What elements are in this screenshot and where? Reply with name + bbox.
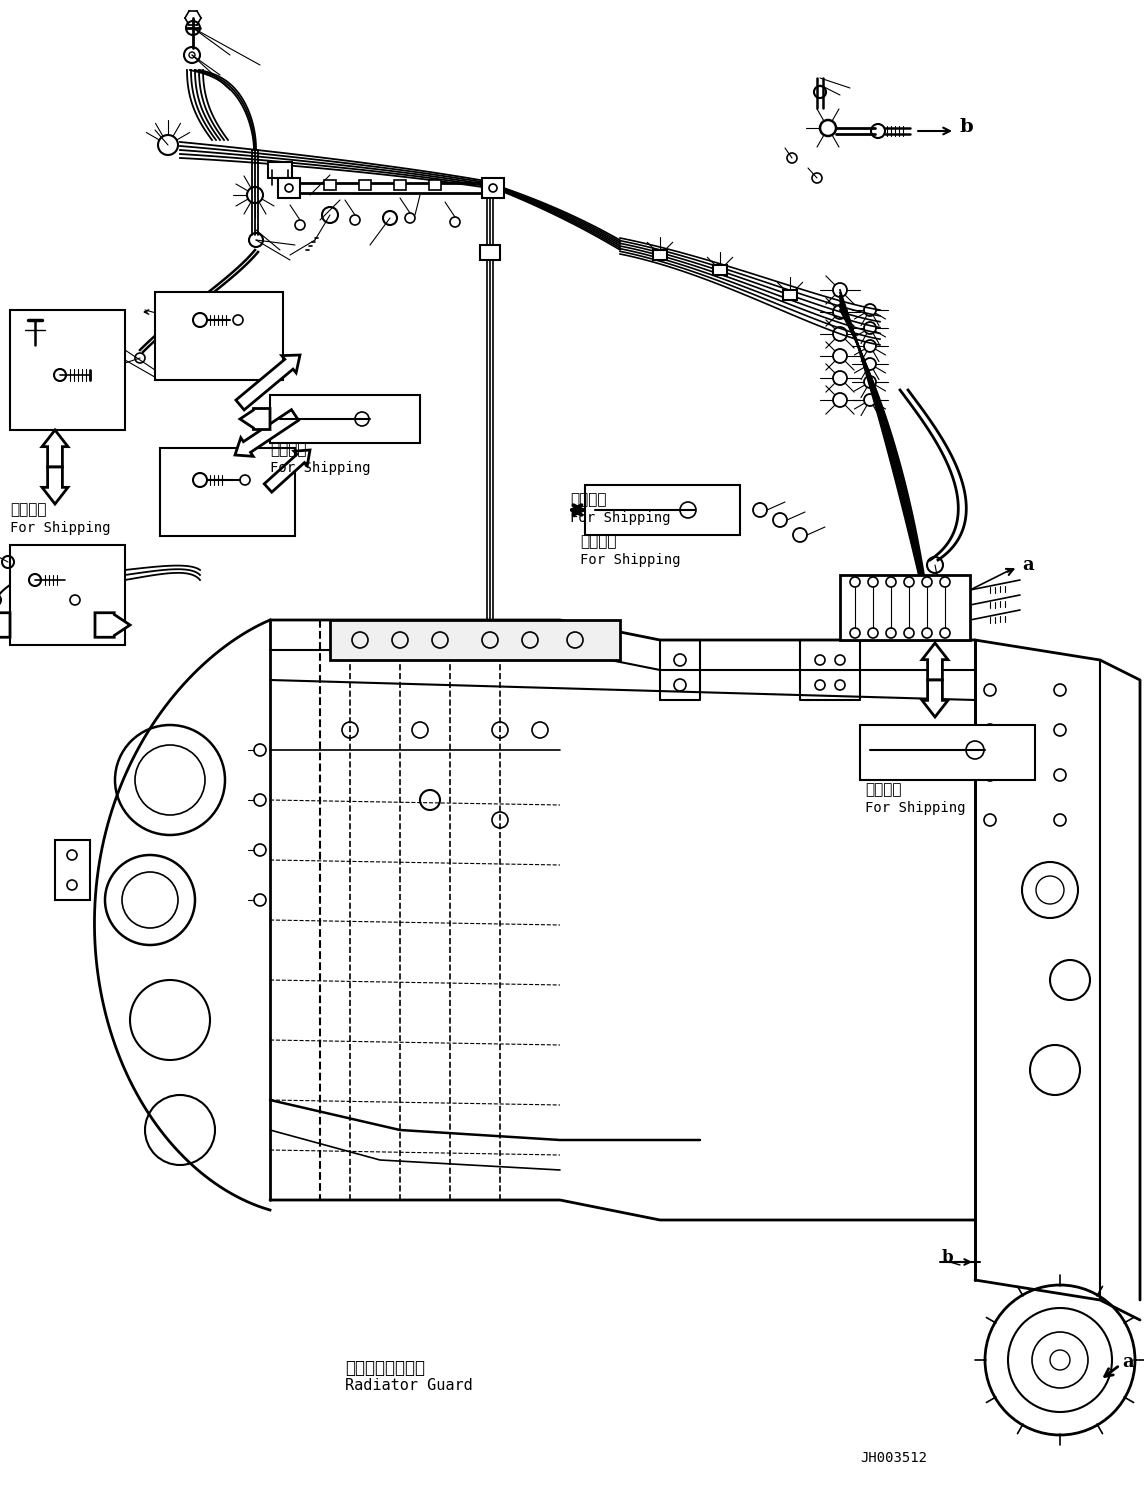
Bar [10,545,125,645]
Text: JH003512: JH003512 [860,1450,927,1465]
Polygon shape [264,450,310,492]
Polygon shape [922,643,948,681]
Bar [55,840,90,901]
Bar [482,178,505,198]
Text: 運搄部品: 運搄部品 [10,502,47,517]
Polygon shape [42,467,67,504]
Text: For Shipping: For Shipping [865,801,966,814]
Text: 運搄部品: 運搄部品 [580,535,617,550]
Text: For Shipping: For Shipping [570,511,670,525]
Polygon shape [922,681,948,718]
Text: For Shipping: For Shipping [10,522,111,535]
Bar [394,180,406,190]
Bar [713,265,726,275]
Text: ラジエータガード: ラジエータガード [345,1360,426,1378]
Text: For Shipping: For Shipping [580,553,681,568]
Bar [429,180,440,190]
Bar [324,180,336,190]
Bar [160,447,295,536]
Bar [840,575,970,640]
Polygon shape [95,612,130,637]
Bar [782,290,797,300]
Bar [270,395,420,443]
Text: Radiator Guard: Radiator Guard [345,1379,472,1394]
Bar [10,311,125,429]
Text: 運搄部品: 運搄部品 [570,492,606,508]
Polygon shape [0,612,10,637]
Text: b: b [960,117,974,137]
Bar [154,293,283,380]
Text: For Shipping: For Shipping [270,461,371,476]
Polygon shape [42,429,67,467]
Text: b: b [942,1248,954,1266]
Polygon shape [236,355,300,410]
Text: 運搄部品: 運搄部品 [270,443,307,458]
Bar [278,178,300,198]
Bar [585,484,740,535]
Polygon shape [235,410,299,456]
Bar [329,620,620,660]
Bar [480,245,500,260]
Bar [653,250,667,260]
Polygon shape [240,409,270,429]
Bar [268,162,292,178]
Bar [860,725,1035,780]
Text: a: a [1022,556,1034,574]
Bar [359,180,371,190]
Text: a: a [1122,1352,1134,1372]
Text: 運搄部品: 運搄部品 [865,783,901,798]
